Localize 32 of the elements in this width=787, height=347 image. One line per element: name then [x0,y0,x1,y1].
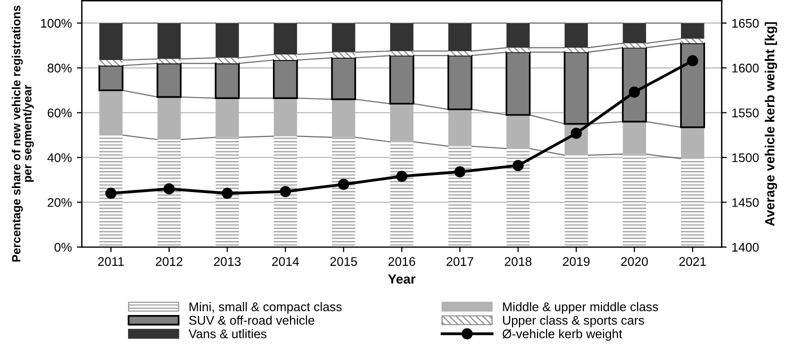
legend-label: SUV & off-road vehicle [189,316,314,325]
x-tick-label: 2016 [388,257,416,266]
y2-tick-label: 1400 [732,242,759,252]
legend-label: Mini, small & compact class [190,302,342,314]
y-tick-label: 100% [41,18,72,28]
y2-tick-label: 1600 [732,64,759,73]
x-tick-label: 2020 [621,257,648,266]
y2-tick-label: 1550 [732,108,759,118]
x-tick-label: 2011 [98,257,124,266]
y-tick-label: 0% [54,242,72,252]
x-axis-title: Year [388,274,416,284]
x-tick-label: 2018 [504,257,532,266]
x-tick-label: 2021 [679,257,706,266]
legend-label: Vans & utlities [188,329,266,338]
legend-label: Upper class & sports cars [503,316,644,328]
y2-axis-title: Average vehicle kerb weight [kg] [764,22,778,226]
y-tick-label: 40% [47,153,72,162]
y2-tick-label: 1650 [732,18,759,28]
x-tick-label: 2014 [272,257,299,266]
x-tick-label: 2013 [214,257,241,266]
x-tick-label: 2015 [330,257,357,266]
x-tick-label: 2017 [446,257,474,266]
y2-tick-label: 1450 [732,198,759,207]
y-tick-label: 20% [48,198,72,207]
y2-tick-label: 1500 [732,153,759,162]
y-tick-label: 60% [48,108,72,118]
y-axis-title: Percentage share of new vehicle registrations per segment/year [12,6,34,262]
x-tick-label: 2019 [562,257,590,266]
legend-label: Middle & upper middle class [503,302,658,314]
x-tick-label: 2012 [156,257,182,266]
legend-label: Ø-vehicle kerb weight [502,329,622,341]
y-tick-label: 80% [48,64,72,73]
